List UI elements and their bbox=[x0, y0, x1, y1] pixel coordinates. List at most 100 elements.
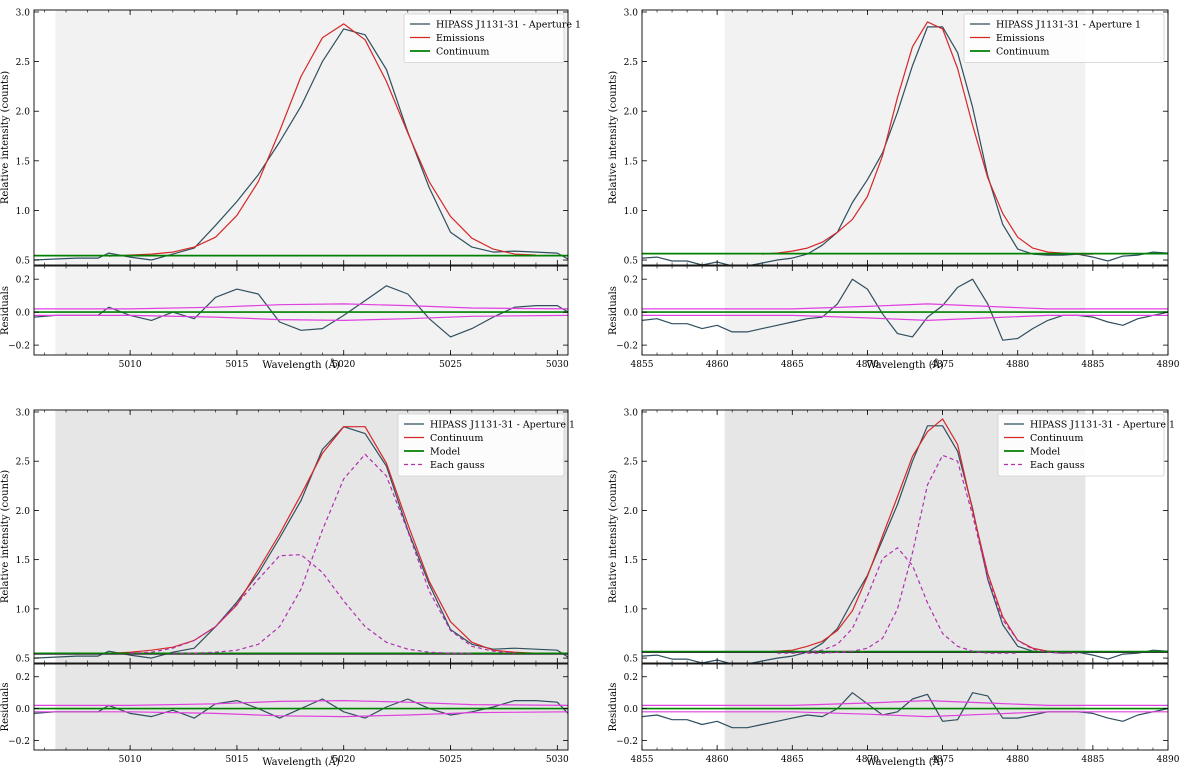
legend-box bbox=[963, 13, 1165, 63]
legend-entry: HIPASS J1131-31 - Aperture 1 bbox=[996, 20, 1141, 31]
series-line-each-gauss-2 bbox=[172, 453, 515, 654]
x-tick-label: 4885 bbox=[1081, 360, 1104, 370]
y-tick-label: 1.5 bbox=[624, 556, 639, 566]
y-tick-label: 3.0 bbox=[16, 8, 31, 18]
x-tick-label: 5030 bbox=[546, 755, 569, 765]
shaded-region bbox=[724, 664, 1086, 750]
series-line-lower-band bbox=[642, 711, 1168, 718]
y-tick-label: 1.5 bbox=[624, 157, 639, 167]
y-tick-label: 1.5 bbox=[16, 157, 31, 167]
y-tick-label: 0.2 bbox=[16, 673, 30, 683]
residuals-axes: −0.2 0.0 0.2 5010 5015 5020 5025 5030 Residuals bbox=[0, 265, 569, 370]
y-tick-label: 2.5 bbox=[624, 458, 639, 468]
legend-entry: Model bbox=[1030, 447, 1060, 458]
y-tick-label: 0.5 bbox=[624, 257, 639, 267]
legend-box bbox=[403, 13, 565, 63]
residuals-axes: −0.2 0.0 0.2 4855 4860 4865 4870 4875 4880 4885 48… bbox=[608, 663, 1180, 765]
y-tick-label: 2.0 bbox=[624, 507, 639, 517]
y-tick-label: 3.0 bbox=[624, 408, 639, 418]
x-tick-label: 5015 bbox=[225, 360, 248, 370]
axes-frame bbox=[641, 9, 1169, 266]
axes-frame bbox=[641, 409, 1169, 664]
y-axis-label: Residuals bbox=[0, 683, 11, 732]
y-axis-label: Residuals bbox=[608, 683, 619, 732]
y-axis-label: Relative intensity (counts) bbox=[608, 470, 619, 603]
x-axis-label: Wavelength (Å) bbox=[262, 756, 340, 768]
axes-frame bbox=[641, 265, 1169, 356]
y-tick-label: 2.0 bbox=[16, 108, 31, 118]
x-tick-label: 4870 bbox=[856, 755, 879, 765]
y-tick-label: 0.0 bbox=[16, 309, 31, 319]
y-axis-label: Residuals bbox=[608, 286, 619, 335]
legend-box bbox=[397, 413, 565, 477]
chart-panel-bottom-right: 0.5 1.0 1.5 2.0 2.5 3.0 Relative intensity (co… bbox=[608, 408, 1180, 768]
y-tick-label: −0.2 bbox=[616, 737, 638, 747]
x-tick-label: 5020 bbox=[332, 755, 355, 765]
series-group bbox=[642, 418, 1168, 663]
legend-entry: Each gauss bbox=[1030, 460, 1085, 471]
legend-entry: Continuum bbox=[996, 47, 1049, 58]
residuals-axes: −0.2 0.0 0.2 5010 5015 5020 5025 5030 Residuals bbox=[0, 663, 569, 765]
x-tick-label: 4860 bbox=[706, 360, 729, 370]
y-tick-label: 0.0 bbox=[16, 705, 31, 715]
shaded-region bbox=[55, 664, 569, 750]
y-axis-label: Relative intensity (counts) bbox=[0, 470, 11, 603]
series-line-upper-band bbox=[34, 699, 568, 707]
y-tick-label: 3.0 bbox=[624, 8, 639, 18]
series-line-upper-band bbox=[34, 303, 568, 310]
x-tick-label: 4890 bbox=[1157, 360, 1180, 370]
series-group bbox=[34, 285, 568, 338]
axes-frame bbox=[641, 663, 1169, 751]
y-tick-label: 0.5 bbox=[624, 655, 639, 665]
y-tick-label: 0.2 bbox=[624, 673, 638, 683]
x-tick-label: 4875 bbox=[931, 755, 954, 765]
y-tick-label: 1.0 bbox=[624, 207, 639, 217]
x-tick-label: 4855 bbox=[631, 755, 654, 765]
series-group bbox=[642, 278, 1168, 341]
legend-entry: Each gauss bbox=[430, 460, 485, 471]
series-group bbox=[34, 698, 568, 719]
legend-entry: Continuum bbox=[430, 433, 483, 444]
x-tick-label: 5025 bbox=[439, 755, 462, 765]
series-line-upper-band bbox=[642, 699, 1168, 707]
y-tick-label: 1.0 bbox=[624, 605, 639, 615]
y-tick-label: 1.0 bbox=[16, 207, 31, 217]
series-line-residuals bbox=[34, 285, 568, 338]
x-tick-label: 5025 bbox=[439, 360, 462, 370]
x-tick-label: 4870 bbox=[856, 360, 879, 370]
chart-panel-bottom-left: 0.5 1.0 1.5 2.0 2.5 3.0 Relative intensity (co… bbox=[0, 408, 575, 768]
y-axis-label: Residuals bbox=[0, 286, 11, 335]
x-tick-label: 4880 bbox=[1006, 755, 1029, 765]
y-tick-label: 2.0 bbox=[16, 507, 31, 517]
x-tick-label: 5015 bbox=[225, 755, 248, 765]
series-line-emissions bbox=[108, 23, 537, 257]
x-tick-label: 4855 bbox=[631, 360, 654, 370]
legend-entry: Emissions bbox=[996, 33, 1045, 44]
y-tick-label: −0.2 bbox=[8, 342, 30, 352]
x-tick-label: 4875 bbox=[931, 360, 954, 370]
shaded-region bbox=[55, 266, 569, 355]
series-line-emissions bbox=[762, 21, 1093, 255]
y-tick-label: 2.0 bbox=[624, 108, 639, 118]
y-tick-label: 0.0 bbox=[624, 309, 639, 319]
y-tick-label: 1.5 bbox=[16, 556, 31, 566]
x-axis-label: Wavelength (Å) bbox=[262, 359, 340, 371]
residuals-axes: −0.2 0.0 0.2 4855 4860 4865 4870 4875 4880 4885 48… bbox=[608, 265, 1180, 370]
intensity-axes: 0.5 1.0 1.5 2.0 2.5 3.0 Relative intensity (co… bbox=[608, 8, 1169, 267]
intensity-axes: 0.5 1.0 1.5 2.0 2.5 3.0 Relative intensity (co… bbox=[608, 408, 1175, 664]
y-axis-label: Relative intensity (counts) bbox=[608, 71, 619, 204]
shaded-region bbox=[724, 266, 1086, 355]
series-line-upper-band bbox=[642, 303, 1168, 310]
intensity-axes: 0.5 1.0 1.5 2.0 2.5 3.0 Relative intensity (co… bbox=[0, 8, 581, 266]
y-axis-label: Relative intensity (counts) bbox=[0, 71, 11, 204]
chart-panel-top-right: 0.5 1.0 1.5 2.0 2.5 3.0 Relative intensity (co… bbox=[608, 8, 1180, 371]
series-line-continuum bbox=[108, 426, 537, 654]
series-group bbox=[34, 426, 568, 659]
chart-panel-top-left: 0.5 1.0 1.5 2.0 2.5 3.0 Relative intensity (co… bbox=[0, 8, 581, 371]
series-line-continuum bbox=[762, 418, 1093, 653]
legend-entry: Continuum bbox=[436, 47, 489, 58]
x-tick-label: 5010 bbox=[119, 755, 142, 765]
y-tick-label: 0.2 bbox=[16, 276, 30, 286]
legend-entry: Model bbox=[430, 447, 460, 458]
